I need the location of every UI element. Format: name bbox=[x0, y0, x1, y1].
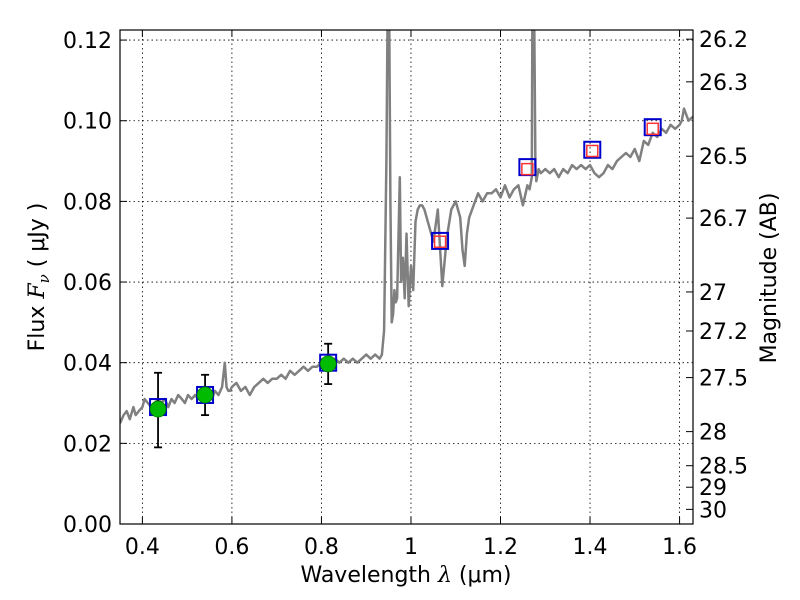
grid bbox=[120, 30, 693, 525]
measured-point bbox=[196, 386, 214, 404]
y-tick-label: 0.02 bbox=[63, 432, 112, 457]
measured-point bbox=[149, 400, 167, 418]
mag-tick-label: 27 bbox=[699, 281, 727, 306]
measured-point bbox=[319, 355, 337, 373]
x-tick-label: 0.4 bbox=[125, 535, 160, 560]
spectrum-layer bbox=[120, 30, 693, 424]
model-square-red bbox=[433, 235, 447, 248]
x-tick-label: 1.6 bbox=[662, 535, 697, 560]
y-tick-label: 0.08 bbox=[63, 190, 112, 215]
mag-tick-label: 28.5 bbox=[699, 455, 748, 480]
model-square-blue bbox=[643, 118, 662, 137]
x-tick-label: 0.6 bbox=[214, 535, 249, 560]
x-tick-label: 1 bbox=[404, 535, 418, 560]
x-tick-label: 0.8 bbox=[304, 535, 339, 560]
mag-tick-label: 26.5 bbox=[699, 145, 748, 170]
mag-tick-label: 27.2 bbox=[699, 320, 748, 345]
y-tick-label: 0.12 bbox=[63, 29, 112, 54]
mag-tick-label: 29 bbox=[699, 476, 727, 501]
errorbar-layer bbox=[154, 342, 333, 449]
y-tick-label: 0.10 bbox=[63, 110, 112, 135]
model-square-red bbox=[646, 122, 659, 136]
mag-tick-label: 30 bbox=[699, 498, 727, 523]
y-tick-label: 0.00 bbox=[63, 513, 112, 538]
mag-tick-label: 27.5 bbox=[699, 367, 748, 392]
plot-frame bbox=[119, 29, 694, 525]
x-axis-label: Wavelength λ (μm) bbox=[300, 563, 511, 588]
x-tick-label: 1.2 bbox=[483, 535, 518, 560]
model-square-red bbox=[586, 144, 599, 158]
mag-tick-label: 26.3 bbox=[699, 71, 748, 96]
spectrum-line bbox=[120, 30, 693, 424]
y-axis-label: Flux Fν ( μJy ) bbox=[25, 203, 53, 352]
y-tick-label: 0.06 bbox=[63, 271, 112, 296]
points-layer bbox=[149, 118, 662, 418]
model-square-blue bbox=[583, 140, 602, 159]
mag-tick-label: 28 bbox=[699, 421, 727, 446]
y-tick-label: 0.04 bbox=[63, 352, 112, 377]
mag-tick-label: 26.2 bbox=[699, 28, 748, 53]
tick-labels: 0.4 0.6 0.8 1 1.2 1.4 1.6 0.00 0.02 0.04 0.06 0.08 0… bbox=[63, 28, 748, 560]
y2-axis-label: Magnitude (AB) bbox=[757, 193, 782, 364]
x-tick-label: 1.4 bbox=[573, 535, 608, 560]
ticks-layer bbox=[120, 30, 693, 525]
model-square-red bbox=[521, 162, 534, 176]
mag-tick-label: 26.7 bbox=[699, 207, 748, 232]
model-square-blue bbox=[431, 231, 450, 250]
